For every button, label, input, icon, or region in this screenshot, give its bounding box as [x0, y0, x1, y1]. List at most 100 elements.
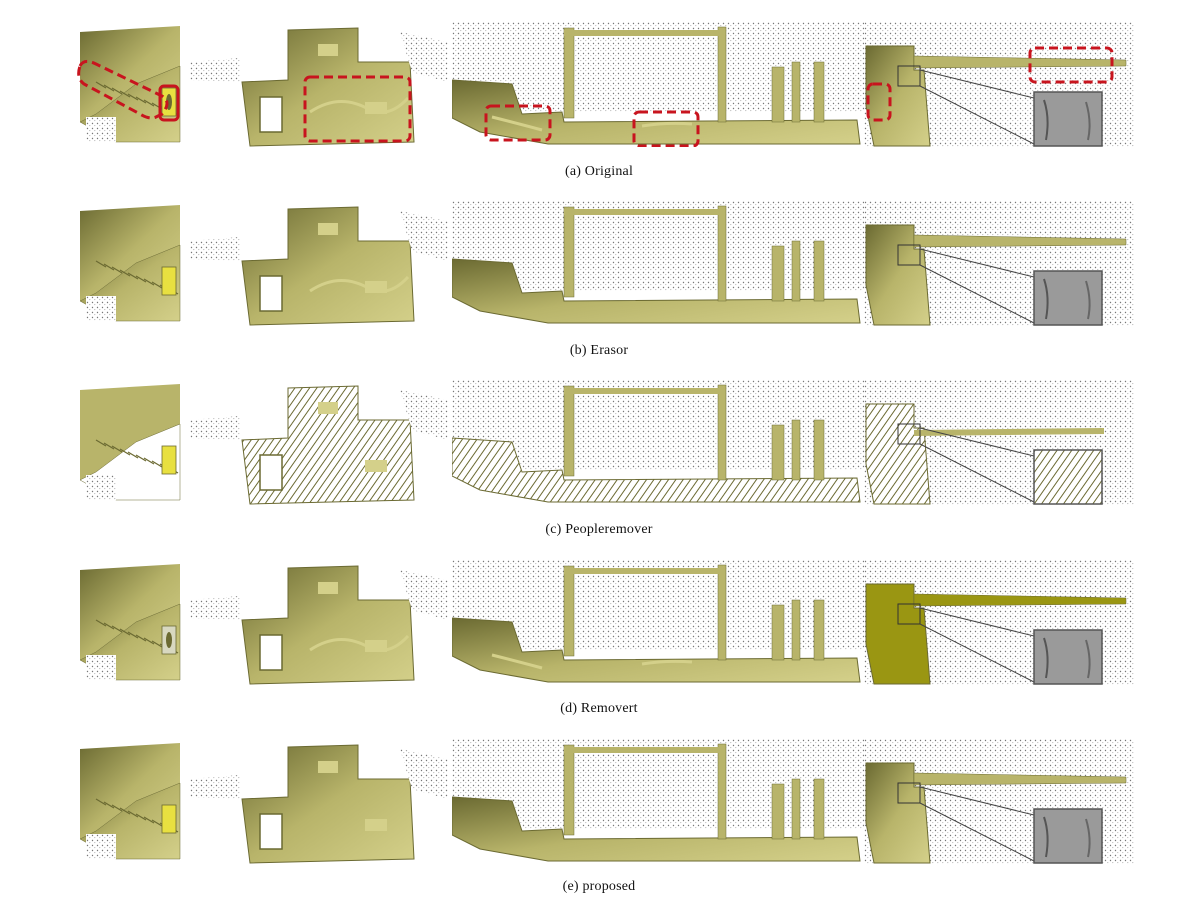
hall-upper-table [318, 582, 338, 594]
corridor-upper-wall [564, 568, 724, 574]
corridor-trace-left [491, 115, 543, 132]
stair-step [103, 801, 115, 809]
panel-lobby-map [864, 201, 1134, 326]
stair-step [135, 813, 147, 821]
inset-streak [1043, 99, 1049, 141]
hall-upper-table [318, 761, 338, 773]
stair-step [127, 272, 139, 280]
panel-lobby-map [864, 380, 1134, 505]
hall-walking-trace [309, 634, 410, 652]
zoom-source-box [897, 244, 921, 266]
person-trace [166, 632, 172, 648]
corridor-pillar [813, 61, 825, 123]
row-panels [0, 22, 1198, 152]
corridor-pillar [717, 564, 727, 661]
zoom-line-bottom [919, 264, 1035, 324]
corridor-floor [452, 796, 861, 862]
stair-step [135, 275, 147, 283]
stair-step [143, 457, 155, 465]
zoom-line-top [919, 427, 1035, 457]
zoom-line-top [919, 607, 1035, 637]
row-panels [0, 560, 1198, 690]
lobby-long-wall [913, 772, 1127, 786]
panel-corridor-map [452, 201, 864, 324]
inset-streak [1085, 280, 1091, 320]
panel-corridor-map [452, 380, 864, 503]
corridor-pillar [771, 783, 785, 840]
inset-streak [1043, 278, 1049, 320]
scene-panel [190, 201, 448, 326]
hall-right-scatter [400, 390, 448, 440]
row-panels [0, 739, 1198, 869]
scene-panel [864, 22, 1134, 147]
hall-upper-table [318, 402, 338, 414]
stair-step [143, 637, 155, 645]
stairwell-upper-wall [80, 564, 180, 660]
stair-step [143, 278, 155, 286]
corridor-pillar [563, 206, 575, 298]
stairwell-upper-wall [80, 384, 180, 480]
corridor-pillar [717, 205, 727, 302]
panel-hall-map [190, 206, 448, 326]
hall-right-scatter [400, 211, 448, 261]
subfigure-caption: (d) Removert [560, 701, 638, 716]
stair-step [111, 266, 123, 274]
corridor-pillar [813, 419, 825, 481]
scene-panel [190, 22, 448, 147]
corridor-pillar [771, 66, 785, 123]
lobby-long-wall [913, 234, 1127, 248]
hall-floor [241, 27, 415, 147]
hall-left-room [259, 275, 283, 312]
stair-step [119, 628, 131, 636]
hall-left-room [259, 96, 283, 133]
stair-step [151, 640, 163, 648]
zoom-line-top [919, 69, 1035, 99]
annotation-corridor-left [484, 104, 552, 142]
panel-corridor-map [452, 560, 864, 683]
zoom-line-bottom [919, 623, 1035, 683]
hall-floor [241, 206, 415, 326]
inset-streak [1043, 816, 1049, 858]
figure-row-b [0, 201, 1198, 331]
inset-streak [1043, 637, 1049, 679]
row-panels [0, 201, 1198, 331]
hall-floor [241, 385, 415, 505]
scene-panel [452, 380, 864, 505]
stairwell-sparse-floor [86, 296, 116, 321]
hall-left-scatter [190, 596, 240, 620]
stair-step [127, 631, 139, 639]
hall-right-scatter [400, 32, 448, 82]
annotation-lobby-left [866, 82, 892, 122]
stair-step [127, 810, 139, 818]
panel-stairwell [79, 384, 181, 503]
corridor-pillar [717, 26, 727, 123]
stairwell-sparse-floor [86, 655, 116, 680]
lobby-left-block [865, 762, 931, 864]
figure-row-c [0, 380, 1198, 510]
scene-panel [76, 201, 188, 326]
corridor-pillar [717, 384, 727, 481]
panel-corridor-map [452, 22, 864, 147]
scene-panel [452, 22, 864, 147]
stair-step [135, 96, 147, 104]
corridor-pillar [813, 240, 825, 302]
zoom-source-box [897, 603, 921, 625]
lit-doorway [161, 445, 177, 475]
corridor-upper-wall [564, 209, 724, 215]
stair-step [135, 634, 147, 642]
panel-lobby-map [864, 22, 1134, 147]
panel-stairwell [77, 26, 181, 145]
lobby-left-block [865, 403, 931, 505]
scene-panel [76, 560, 188, 685]
corridor-pillar [717, 743, 727, 840]
panel-stairwell [79, 564, 181, 683]
panel-hall-map [190, 744, 448, 864]
stair-step [143, 816, 155, 824]
scene-panel [76, 739, 188, 864]
zoom-line-top [919, 786, 1035, 816]
zoom-source-box [897, 782, 921, 804]
corridor-pillar [791, 599, 801, 661]
zoom-line-bottom [919, 802, 1035, 862]
stair-step [127, 451, 139, 459]
stair-step [143, 99, 155, 107]
